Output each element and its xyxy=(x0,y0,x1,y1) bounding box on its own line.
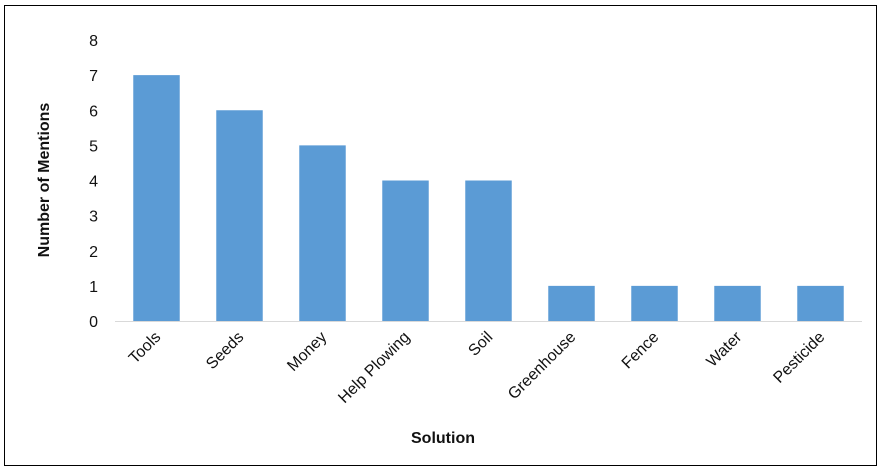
bar xyxy=(216,110,263,321)
x-tick-label: Seeds xyxy=(203,329,247,373)
bar xyxy=(548,285,595,321)
x-tick-label: Soil xyxy=(465,329,496,360)
y-tick-label: 2 xyxy=(89,244,98,261)
bar xyxy=(631,285,678,321)
x-tick-label: Pesticide xyxy=(770,329,828,387)
y-tick-label: 1 xyxy=(89,279,98,296)
y-tick-label: 4 xyxy=(89,174,98,191)
y-tick-label: 3 xyxy=(89,209,98,226)
y-tick-label: 8 xyxy=(89,33,98,50)
bar xyxy=(465,180,512,321)
bar xyxy=(714,285,761,321)
y-axis-title: Number of Mentions xyxy=(36,103,53,258)
y-axis-ticks: 0 1 2 3 4 5 6 7 8 xyxy=(89,33,98,331)
bar xyxy=(382,180,429,321)
bars xyxy=(133,75,844,321)
bar xyxy=(797,285,844,321)
x-tick-label: Help Plowing xyxy=(335,329,413,407)
y-tick-label: 6 xyxy=(89,103,98,120)
y-tick-label: 7 xyxy=(89,68,98,85)
bar xyxy=(133,75,180,321)
x-tick-label: Tools xyxy=(126,329,164,367)
x-tick-label: Water xyxy=(704,328,746,370)
x-axis-ticks: Tools Seeds Money Help Plowing Soil Greenhous… xyxy=(126,328,829,407)
x-tick-label: Money xyxy=(284,329,330,375)
x-axis-title: Solution xyxy=(411,430,475,447)
x-tick-label: Greenhouse xyxy=(505,329,579,403)
bar xyxy=(299,145,346,321)
y-tick-label: 5 xyxy=(89,138,98,155)
x-tick-label: Fence xyxy=(619,329,663,373)
y-tick-label: 0 xyxy=(89,314,98,331)
